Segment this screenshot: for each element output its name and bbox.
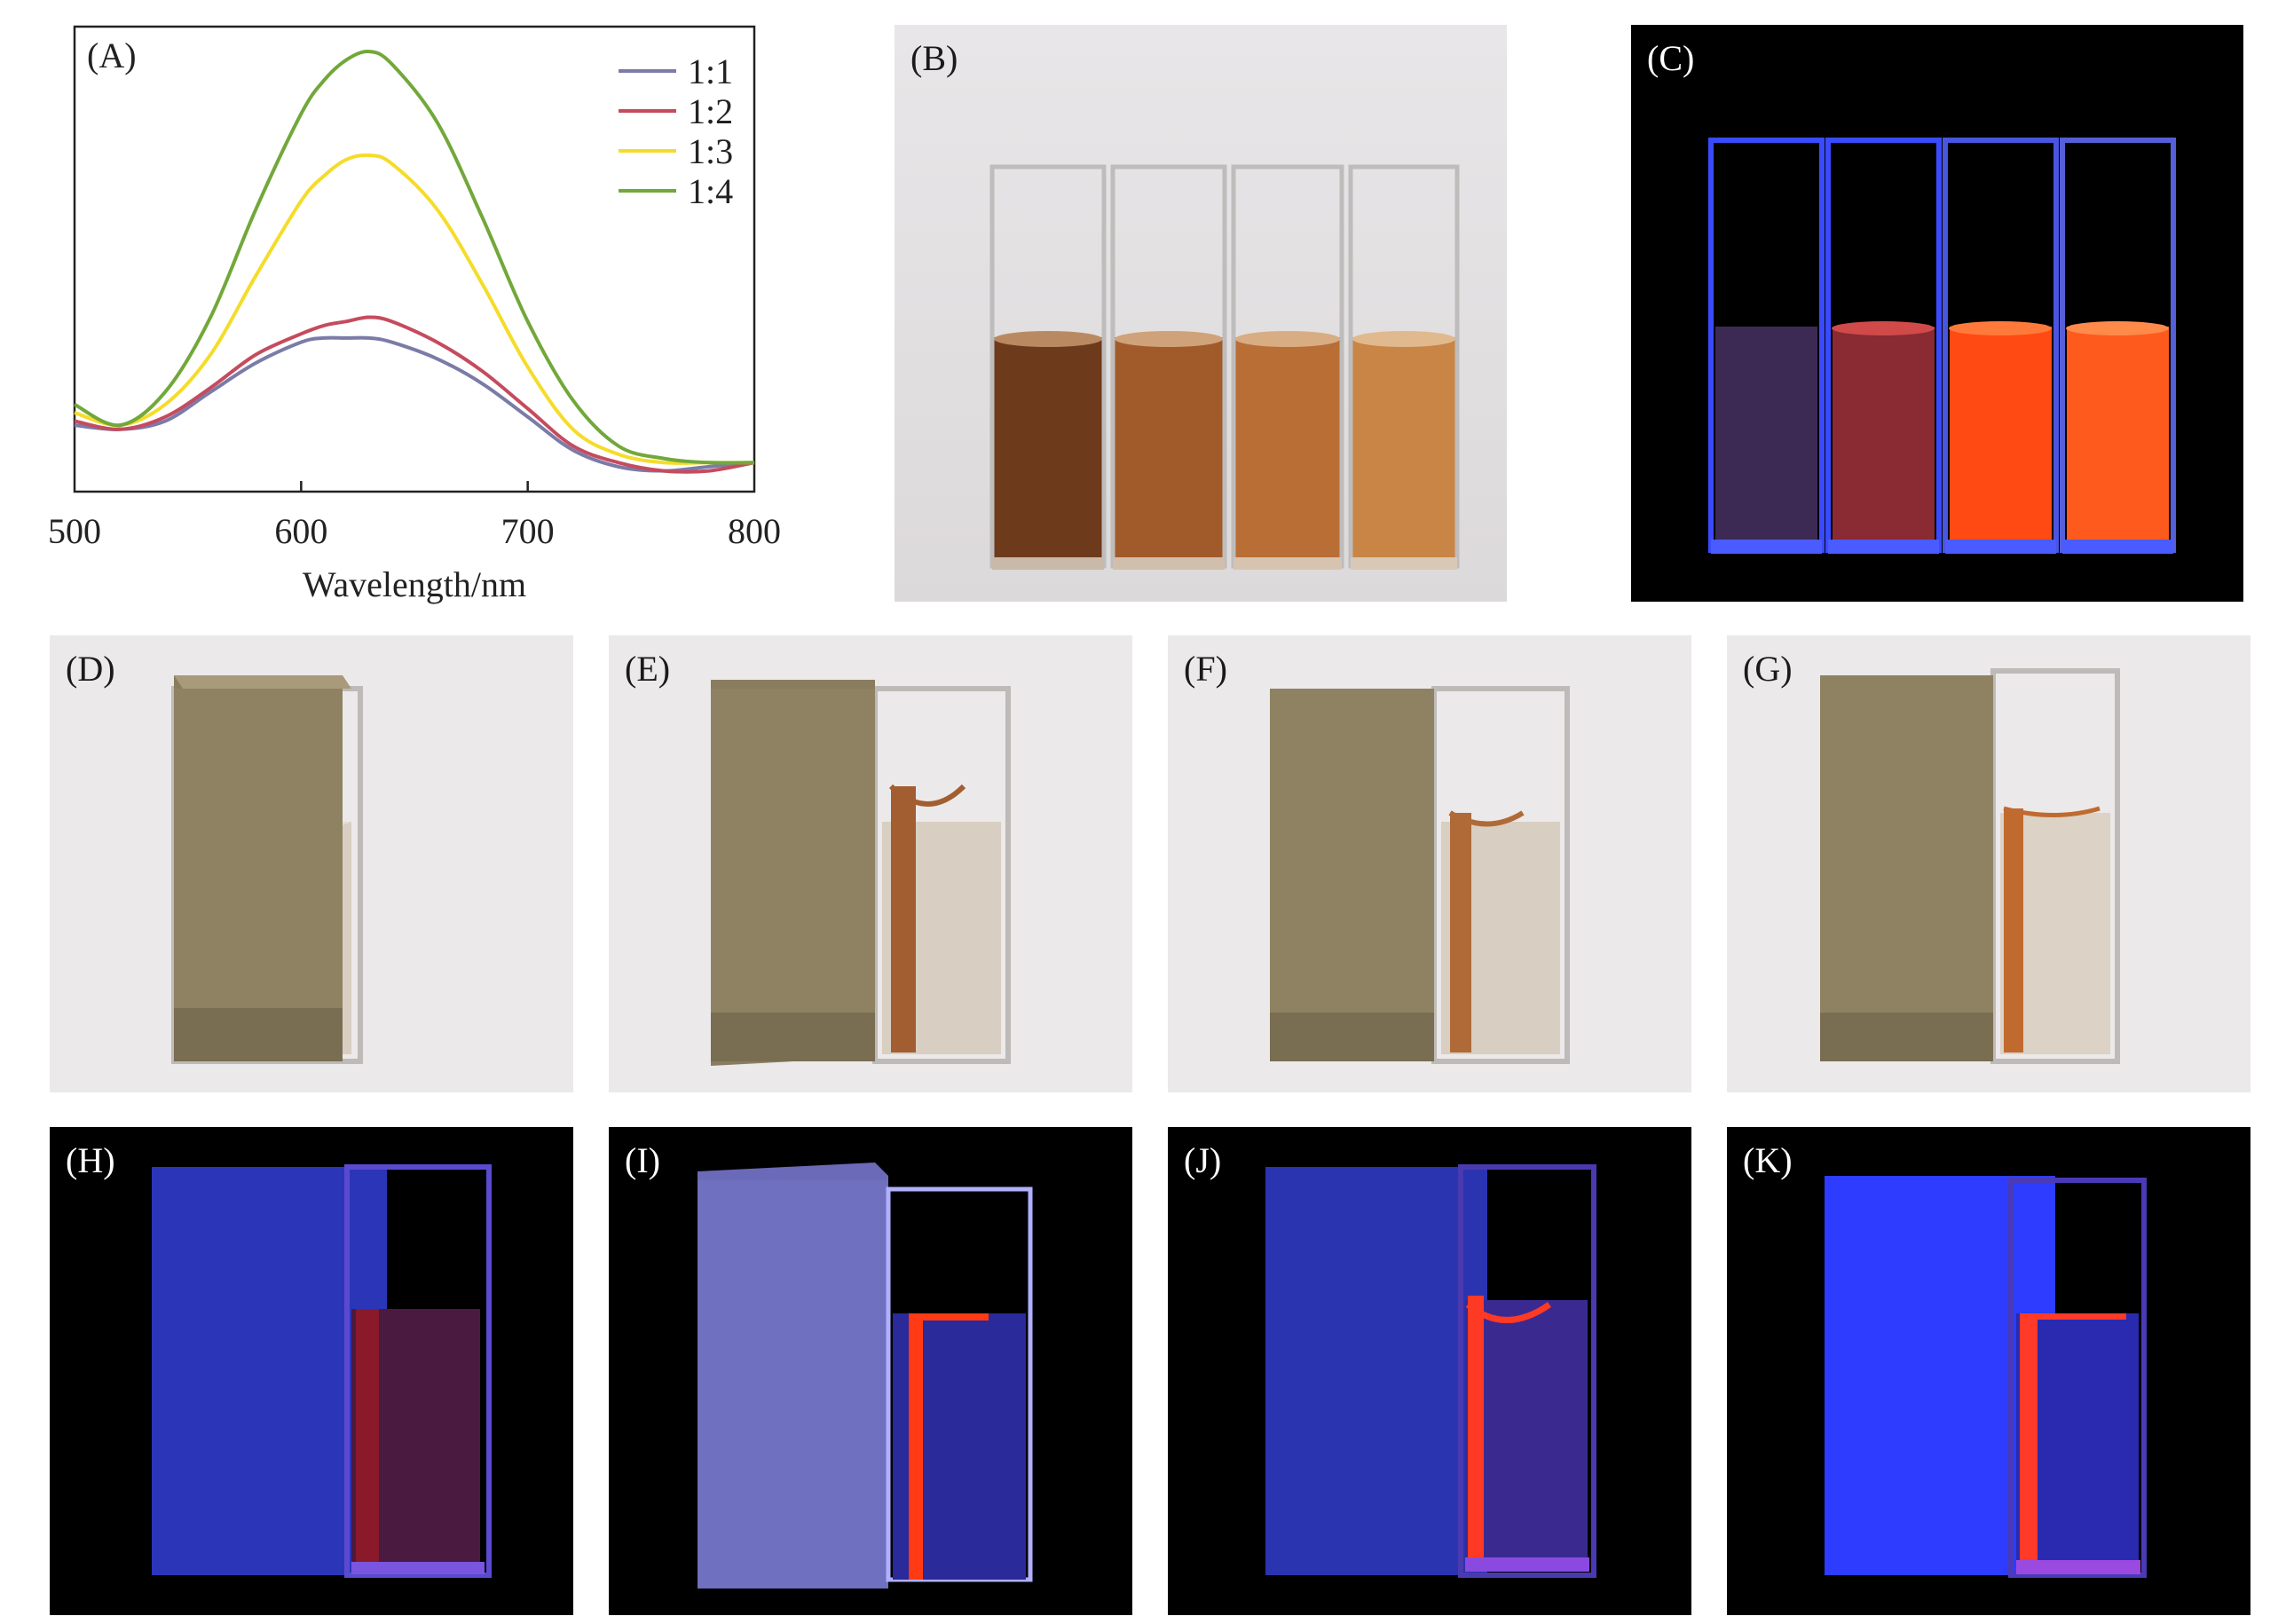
panel-d-magnet-daylight: (D) xyxy=(50,635,573,1092)
uv-cuvette-2 xyxy=(1825,138,1942,554)
panel-k-label: (K) xyxy=(1743,1140,1793,1180)
cuvette-3 xyxy=(1231,164,1344,570)
uv-cuvette-1 xyxy=(1708,138,1825,554)
panel-h-label: (H) xyxy=(66,1140,115,1180)
panel-k-magnet-uv: (K) xyxy=(1727,1127,2250,1615)
panel-b-label: (B) xyxy=(910,38,958,78)
series-lines xyxy=(74,50,755,474)
magnet-cuvette-g xyxy=(1727,635,2250,1092)
magnet-uv-h xyxy=(50,1127,573,1615)
magnet-cuvette-f xyxy=(1168,635,1691,1092)
panel-i-magnet-uv: (I) xyxy=(609,1127,1132,1615)
x-tick-label-1: 500 xyxy=(48,511,101,551)
panel-a-chart: (A) 1:1 1:2 1:3 1:4 500 600 700 800 Wavelength… xyxy=(0,0,799,621)
emission-spectrum-chart: (A) 1:11:21:31:4 500 600 700 800 Wavelength… xyxy=(48,25,781,604)
cuvette-4 xyxy=(1348,164,1460,570)
magnet-uv-k xyxy=(1727,1127,2250,1615)
panel-c-cuvettes-uv: (C) xyxy=(1631,25,2243,602)
panel-i-label: (I) xyxy=(625,1140,660,1180)
x-axis-label: Wavelength/nm xyxy=(303,564,526,604)
cuvettes-daylight-illustration xyxy=(895,25,1507,602)
magnet-cuvette-e xyxy=(609,635,1132,1092)
x-axis-ticks: 500 600 700 800 xyxy=(48,481,781,551)
cuvette-2 xyxy=(1110,164,1227,570)
magnet-cuvette-d xyxy=(50,635,573,1092)
x-tick-label-4: 800 xyxy=(728,511,781,551)
series-line-4 xyxy=(74,50,755,465)
series-line-2 xyxy=(74,315,755,474)
legend-label-2: 1:2 xyxy=(688,91,733,131)
panel-j-magnet-uv: (J) xyxy=(1168,1127,1691,1615)
x-tick-label-3: 700 xyxy=(501,511,555,551)
panel-f-label: (F) xyxy=(1184,649,1227,689)
cuvette-1 xyxy=(989,164,1107,570)
magnet-uv-j xyxy=(1168,1127,1691,1615)
legend-label-3: 1:3 xyxy=(688,131,733,171)
cuvettes-uv-illustration xyxy=(1631,25,2243,602)
legend-label-1: 1:1 xyxy=(688,51,733,91)
panel-d-label: (D) xyxy=(66,649,115,689)
series-line-3 xyxy=(74,153,754,465)
plot-frame xyxy=(73,25,756,493)
panel-h-magnet-uv: (H) xyxy=(50,1127,573,1615)
chart-panel-label: (A) xyxy=(87,35,137,75)
series-line-1 xyxy=(74,335,755,473)
panel-c-label: (C) xyxy=(1647,38,1695,78)
magnet-uv-i xyxy=(609,1127,1132,1615)
chart-legend: 1:11:21:31:4 xyxy=(619,51,733,211)
x-tick-label-2: 600 xyxy=(274,511,327,551)
panel-g-magnet-daylight: (G) xyxy=(1727,635,2250,1092)
panel-j-label: (J) xyxy=(1184,1140,1222,1180)
panel-e-label: (E) xyxy=(625,649,671,689)
uv-cuvette-4 xyxy=(2060,138,2176,554)
panel-b-cuvettes-daylight: (B) xyxy=(895,25,1507,602)
uv-cuvette-3 xyxy=(1943,138,2059,554)
legend-label-4: 1:4 xyxy=(688,171,733,211)
panel-e-magnet-daylight: (E) xyxy=(609,635,1132,1092)
panel-f-magnet-daylight: (F) xyxy=(1168,635,1691,1092)
panel-g-label: (G) xyxy=(1743,649,1793,689)
